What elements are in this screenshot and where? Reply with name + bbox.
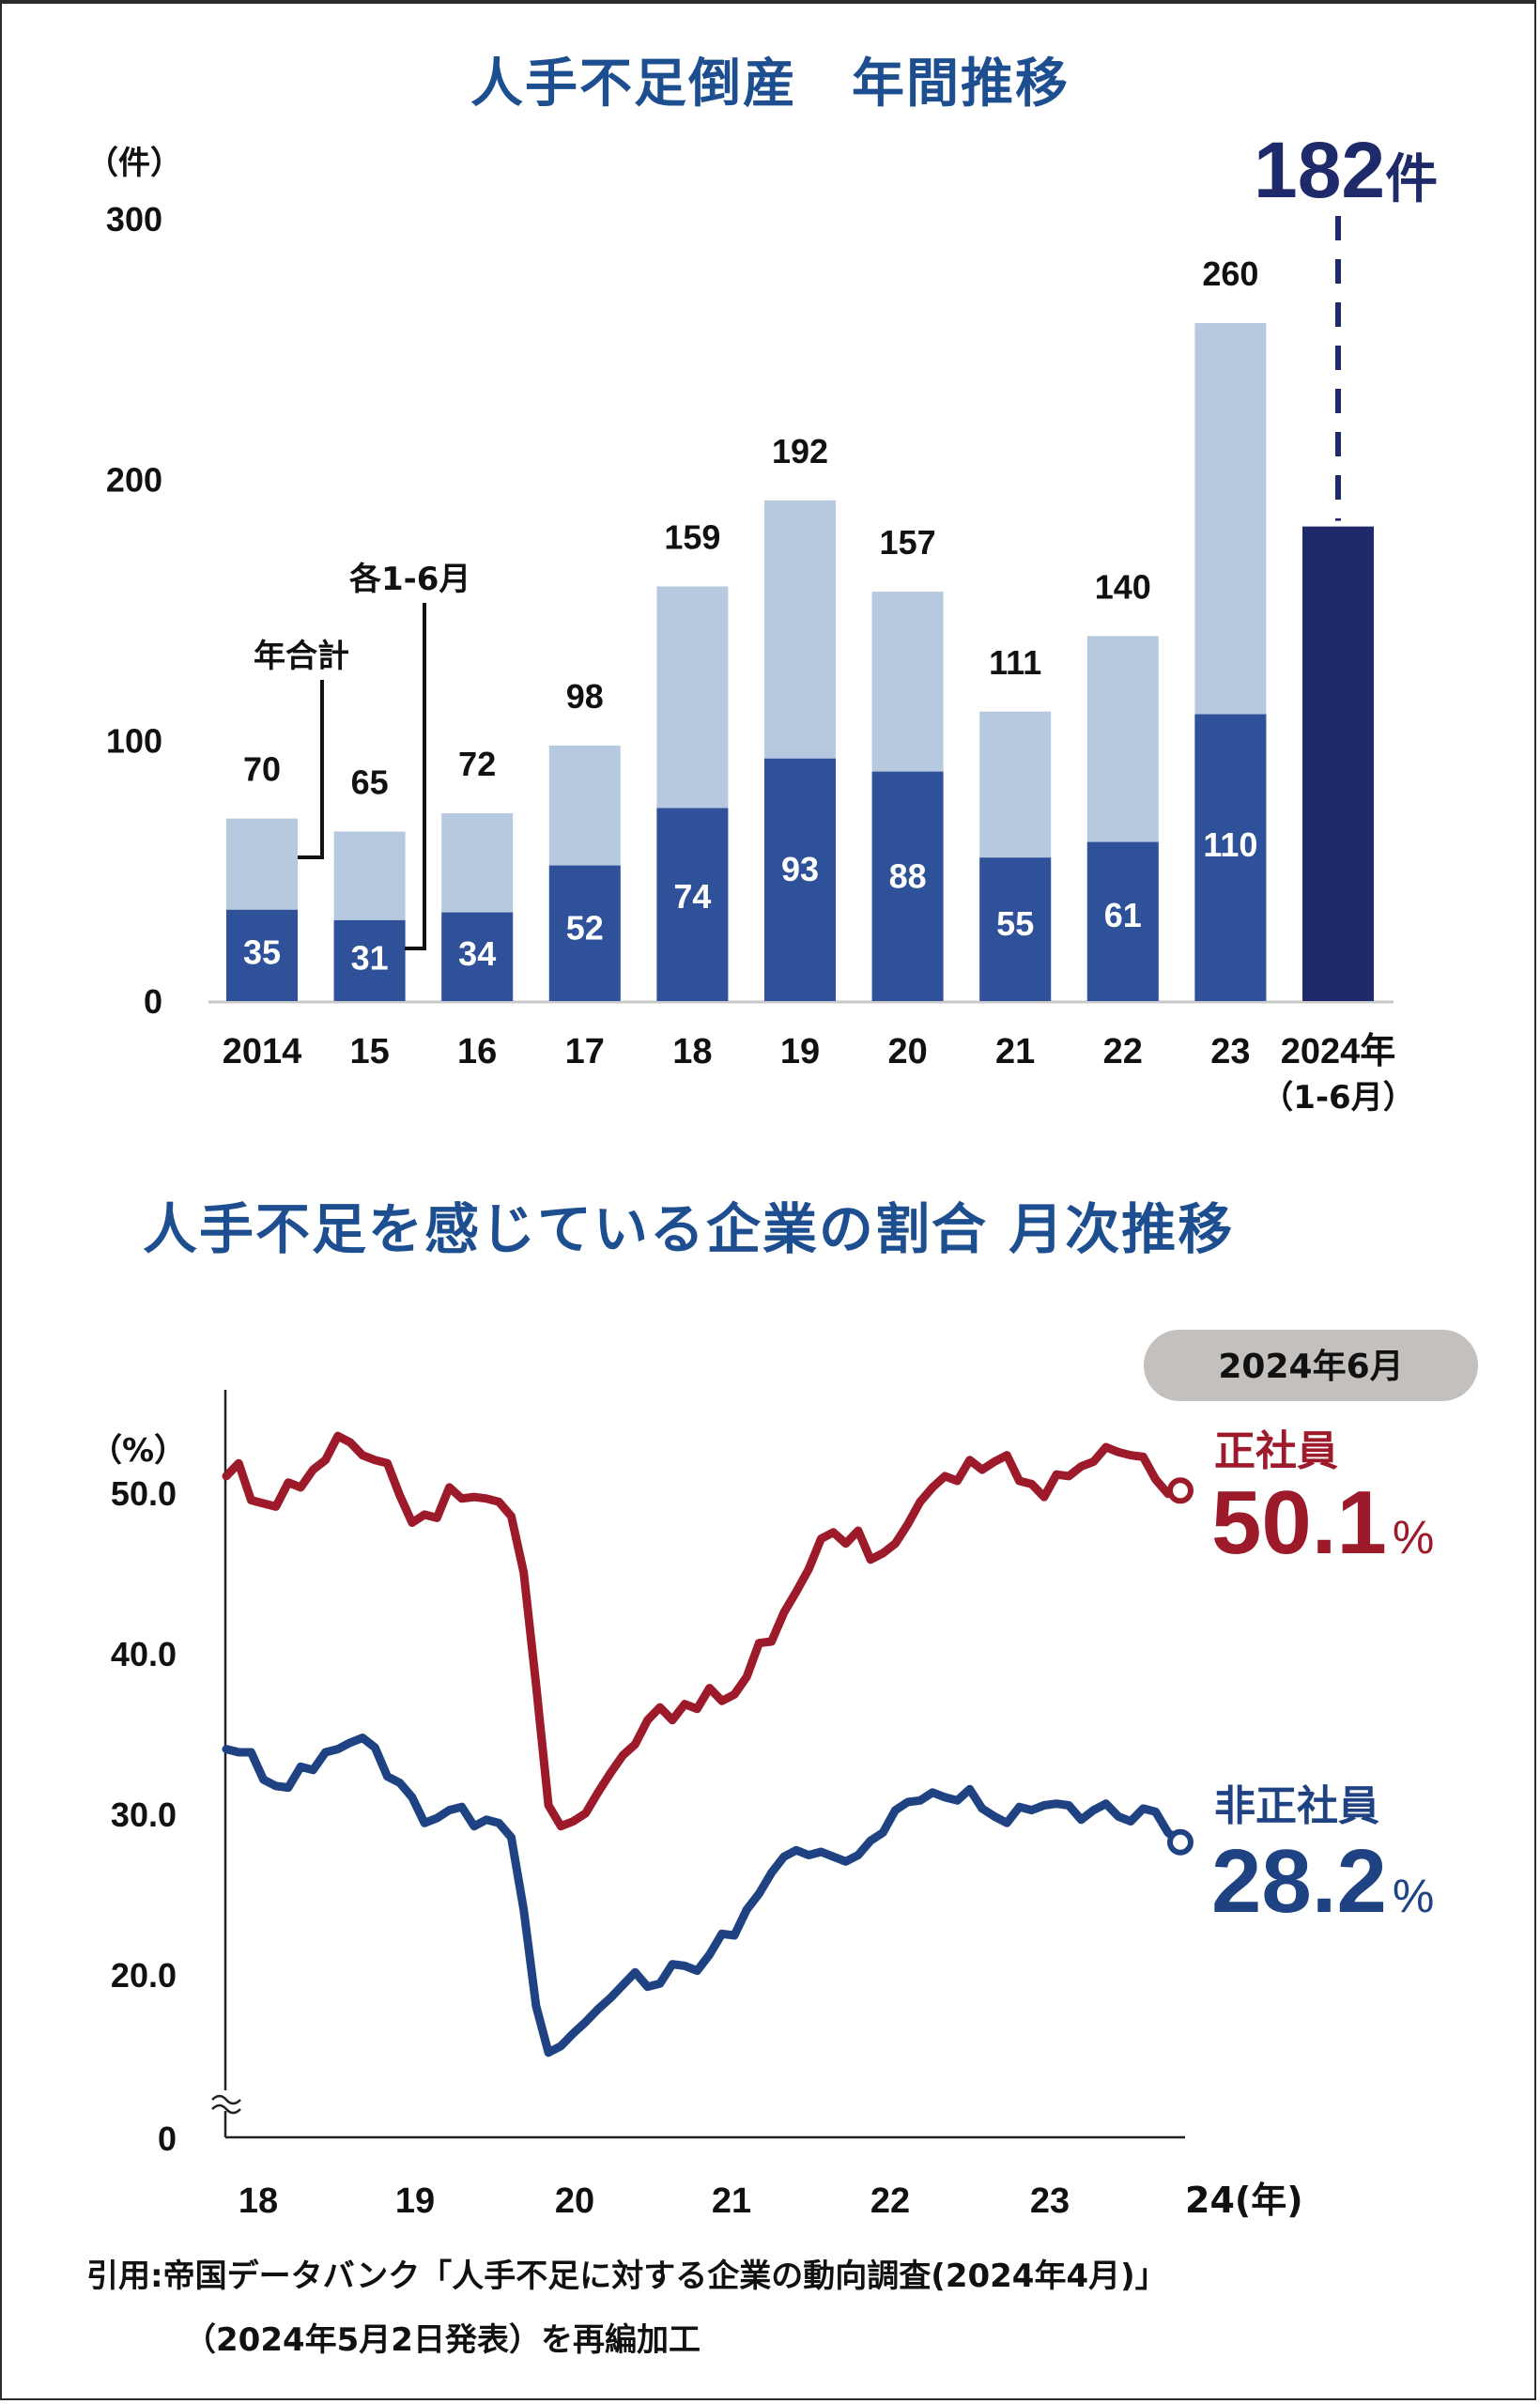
bar-jan-jun: [1086, 841, 1159, 1001]
bar-category-label: 20: [887, 1032, 927, 1071]
bar-jan-jun: [548, 865, 621, 1001]
line-x-tick-label: 24(年): [1185, 2180, 1303, 2221]
nonregular-employee-line: [222, 1734, 1185, 2057]
bar-y-tick-label: 300: [106, 200, 162, 239]
line-y-tick-label: 0: [158, 2119, 177, 2158]
bar-jan-jun-label: 55: [996, 904, 1034, 943]
bar-category-label: 2024年: [1281, 1032, 1396, 1071]
bar-category-label: 19: [780, 1032, 820, 1071]
bar-category-label: 15: [349, 1032, 389, 1071]
bar-category-label: 21: [995, 1032, 1035, 1071]
bar-total-label: 65: [351, 763, 389, 802]
bar-jan-jun: [656, 808, 729, 1001]
bar-category-sublabel: （1-6月）: [1261, 1079, 1414, 1117]
bar-category-label: 22: [1103, 1032, 1143, 1071]
bar-category-label: 16: [457, 1032, 497, 1071]
nonregular-employee-end-marker: [1167, 1828, 1194, 1856]
annual-total-annotation: 年合計: [254, 638, 349, 675]
nonregular-final-number: 28.2: [1211, 1831, 1387, 1932]
line-x-tick-label: 21: [712, 2181, 751, 2221]
bar-total-label: 98: [566, 677, 604, 716]
bar-y-tick-label: 200: [106, 461, 162, 500]
bar-jan-jun-label: 74: [673, 877, 711, 916]
bar-jan-jun: [979, 857, 1052, 1001]
bar-category-label: 17: [565, 1032, 605, 1071]
line-y-tick-label: 50.0: [111, 1474, 177, 1513]
line-y-tick-label: 20.0: [111, 1956, 177, 1995]
highlight-number: 182: [1254, 126, 1385, 214]
axis-break-icon: [210, 2090, 241, 2115]
regular-employee-end-marker: [1167, 1477, 1194, 1504]
bar-jan-jun: [1194, 714, 1267, 1001]
bar-chart-title: 人手不足倒産 年間推移: [470, 54, 1070, 115]
date-badge: [1144, 1330, 1478, 1401]
bar-jan-jun-label: 52: [566, 909, 604, 948]
bar-total-label: 111: [989, 643, 1041, 682]
bar-category-label: 2014: [223, 1032, 302, 1071]
bar-jan-jun: [441, 912, 514, 1001]
bar-total-label: 192: [772, 432, 828, 470]
line-y-tick-label: 40.0: [111, 1635, 177, 1673]
bar-y-unit-label: （件）: [86, 145, 182, 182]
regular-employee-line: [222, 1431, 1185, 1831]
bar-y-tick-label: 0: [144, 982, 162, 1021]
regular-final-unit: %: [1393, 1511, 1434, 1564]
bar-y-tick-label: 100: [106, 721, 162, 760]
bar-jan-jun-label: 35: [243, 933, 281, 972]
regular-series-label: 正社員: [1214, 1427, 1338, 1475]
jan-jun-leader-line: [405, 603, 426, 950]
bar-jan-jun: [226, 909, 298, 1001]
line-y-tick-label: 30.0: [111, 1795, 177, 1834]
bar-jan-jun-label: 93: [781, 850, 819, 888]
line-chart-title: 人手不足を感じている企業の割合 月次推移: [143, 1197, 1235, 1261]
jan-jun-annotation: 各1-6月: [349, 561, 470, 598]
nonregular-final-unit: %: [1393, 1870, 1434, 1922]
bar-jan-jun-label: 110: [1203, 825, 1257, 864]
highlight-unit: 件: [1385, 149, 1438, 210]
bar-category-label: 18: [672, 1032, 712, 1071]
bar-jan-jun: [333, 919, 406, 1001]
line-x-tick-label: 20: [555, 2181, 594, 2221]
bar-total-label: 157: [880, 523, 936, 562]
line-x-tick-label: 19: [395, 2181, 435, 2221]
line-x-tick-label: 18: [239, 2181, 278, 2221]
regular-final-value: 50.1%: [1211, 1472, 1434, 1573]
bar-total-label: 260: [1202, 254, 1258, 293]
bar-total-label: 140: [1095, 567, 1151, 606]
bar-jan-jun-label: 31: [351, 939, 389, 978]
bar-category-label: 23: [1210, 1032, 1250, 1071]
labor-shortage-line-chart: 2024年6月 （%） 0 20.0 30.0 40.0 50.0 18 19 20 21 22…: [90, 1330, 1478, 2221]
nonregular-final-value: 28.2%: [1211, 1831, 1434, 1932]
bar-jan-jun-label: 61: [1104, 896, 1142, 934]
nonregular-series-label: 非正社員: [1214, 1782, 1379, 1830]
regular-final-number: 50.1: [1211, 1472, 1387, 1573]
source-citation-line1: 引用:帝国データバンク「人手不足に対する企業の動向調査(2024年4月)」: [86, 2258, 1167, 2295]
line-y-unit-label: （%）: [90, 1432, 186, 1470]
source-citation-line2: （2024年5月2日発表）を再編加工: [184, 2321, 701, 2359]
highlight-value: 182件: [1254, 126, 1438, 214]
bar-total-label: 70: [243, 750, 281, 789]
bar-jan-jun-label: 88: [889, 857, 927, 896]
bar-total-label: 72: [458, 745, 496, 783]
annual-total-leader-line: [298, 680, 324, 859]
bar-2024-jan-jun: [1302, 526, 1374, 1001]
bar-jan-jun-label: 34: [458, 934, 496, 973]
bankruptcy-bar-chart: （件） 0 100 200 300 70 35 2014 65 31 15 72 34 16 98 52 1…: [86, 126, 1438, 1117]
bar-total-label: 159: [664, 518, 720, 557]
line-x-tick-label: 23: [1030, 2181, 1070, 2221]
date-badge-text: 2024年6月: [1218, 1348, 1403, 1386]
line-x-tick-label: 22: [870, 2181, 910, 2221]
bar-jan-jun: [871, 771, 944, 1001]
bar-jan-jun: [764, 758, 836, 1001]
